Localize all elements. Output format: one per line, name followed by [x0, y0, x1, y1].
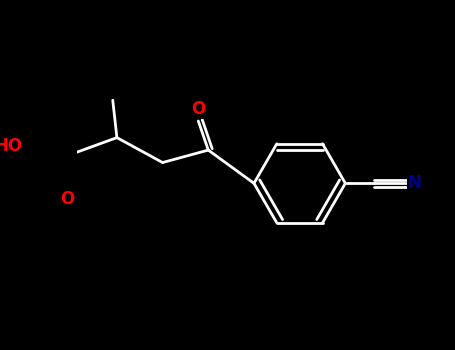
Text: N: N	[407, 174, 421, 192]
Text: O: O	[60, 190, 74, 208]
Text: HO: HO	[0, 137, 23, 155]
Text: O: O	[191, 100, 206, 118]
